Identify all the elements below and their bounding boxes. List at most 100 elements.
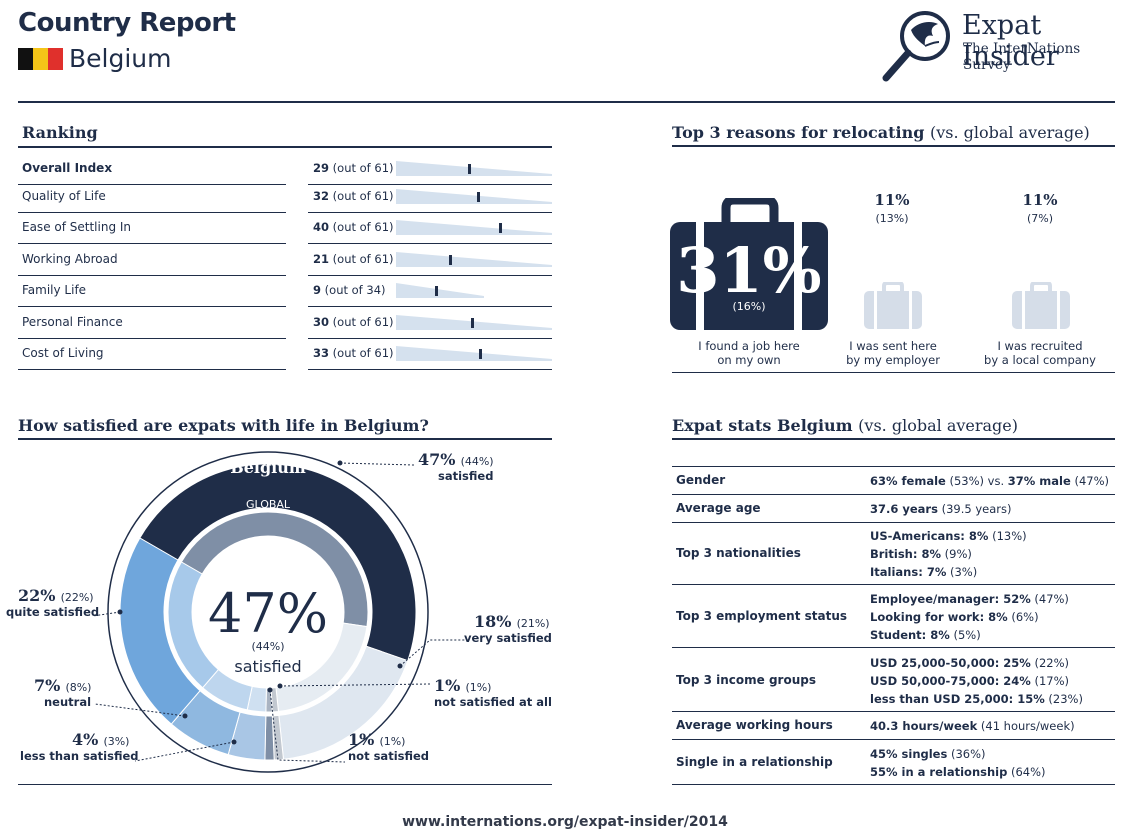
- stats-divider: [672, 438, 1115, 440]
- center-global: (44%): [251, 640, 284, 653]
- stats-value-text: Italians: 7%: [870, 565, 947, 579]
- not-satisfied-at-all-pct: 1%: [434, 676, 461, 695]
- reason-1-pct: 31%: [676, 234, 822, 307]
- label-less-than-satisfied: 4% (3%) less than satisfied: [20, 730, 139, 763]
- stats-value-text: (23%): [1044, 691, 1083, 706]
- stats-value-line: USD 50,000-75,000: 24% (17%): [870, 672, 1083, 690]
- ranking-marker: [468, 164, 471, 174]
- ranking-bar: [396, 252, 552, 267]
- very-satisfied-label: very satisfied: [464, 631, 552, 645]
- suitcase-small-icon: [1012, 282, 1070, 330]
- stats-row-divider: [672, 522, 1115, 523]
- expat-insider-logo: Expat Insider The InterNations Survey: [878, 8, 1118, 88]
- stats-row: Average age 37.6 years (39.5 years): [672, 495, 1115, 523]
- ranking-wedge: [396, 220, 552, 235]
- leader-dot: [397, 663, 403, 669]
- stats-value-text: 37.6 years: [870, 502, 938, 516]
- ranking-label: Personal Finance: [22, 315, 123, 329]
- ranking-row: Ease of Settling In 40 (out of 61): [18, 213, 552, 244]
- label-satisfied: 47% (44%) satisfied: [418, 450, 494, 483]
- ranking-marker: [471, 318, 474, 328]
- donut-center: [193, 537, 343, 687]
- stats-value-text: (64%): [1007, 764, 1046, 779]
- ranking-marker: [499, 223, 502, 233]
- very-satisfied-pct: 18%: [474, 612, 512, 631]
- ranking-wedge: [396, 346, 552, 361]
- stats-value-text: British: 8%: [870, 547, 941, 561]
- stats-value-text: (13%): [988, 529, 1027, 543]
- stats-row-divider: [672, 711, 1115, 712]
- ranking-out-of: (out of 61): [332, 315, 394, 329]
- ranking-row: Overall Index 29 (out of 61): [18, 154, 552, 185]
- stats-top-line: [672, 466, 1115, 467]
- stats-values: US-Americans: 8% (13%) British: 8% (9%) It…: [870, 527, 1027, 581]
- stats-title-suffix: (vs. global average): [858, 416, 1018, 435]
- belgium-flag-icon: [18, 47, 63, 70]
- leader-line: [92, 611, 121, 617]
- ranking-score: 40 (out of 61): [313, 220, 394, 234]
- ranking-row-divider: [308, 243, 552, 244]
- country-name: Belgium: [69, 44, 172, 73]
- reason-2-caption-line2: by my employer: [846, 353, 940, 367]
- leader-dot: [277, 683, 283, 689]
- reason-3-caption-line2: by a local company: [984, 353, 1096, 367]
- stats-value-text: (47%): [1030, 592, 1069, 606]
- satisfied-label: satisfied: [438, 469, 494, 483]
- reason-3-pct: 11%: [1022, 191, 1058, 209]
- stats-row-divider: [672, 647, 1115, 648]
- logo-title: Expat Insider: [962, 10, 1059, 72]
- donut-segment-satisfied: [139, 463, 417, 662]
- ranking-title: Ranking: [22, 123, 98, 142]
- page-title: Country Report: [18, 8, 236, 38]
- ranking-rank: 33: [313, 346, 330, 360]
- leader-dot: [337, 460, 343, 466]
- stats-label: Gender: [676, 473, 726, 487]
- stats-value-line: USD 25,000-50,000: 25% (22%): [870, 654, 1083, 672]
- stats-value-line: Student: 8% (5%): [870, 626, 1069, 644]
- stats-value-text: less than USD 25,000: 15%: [870, 691, 1045, 706]
- reason-3-caption-line1: I was recruited: [997, 339, 1083, 353]
- ranking-bar: [396, 283, 484, 298]
- ranking-marker: [449, 255, 452, 265]
- stats-value-text: (36%): [947, 746, 986, 761]
- stats-value-text: 55% in a relationship: [870, 764, 1008, 779]
- ranking-label: Cost of Living: [22, 346, 104, 360]
- ranking-rank: 32: [313, 189, 330, 203]
- stats-value-text: (9%): [940, 547, 972, 561]
- stats-value-text: (17%): [1030, 673, 1070, 688]
- ranking-bar: [396, 189, 552, 204]
- stats-value-line: US-Americans: 8% (13%): [870, 527, 1027, 545]
- stats-value-line: 45% singles (36%): [870, 745, 1046, 763]
- stats-values: 40.3 hours/week (41 hours/week): [870, 717, 1075, 735]
- stats-value-text: 37% male: [1007, 474, 1071, 488]
- ranking-rank: 21: [313, 252, 330, 266]
- reasons-title-suffix: (vs. global average): [929, 123, 1090, 142]
- stats-label: Average age: [676, 501, 761, 515]
- stats-label: Top 3 nationalities: [676, 546, 801, 560]
- reason-1-caption: I found a job here on my own: [674, 339, 824, 367]
- leader-line: [399, 639, 468, 667]
- ranking-label: Ease of Settling In: [22, 220, 132, 234]
- stats-value-text: 40.3 hours/week: [870, 719, 978, 733]
- stats-row: Gender 63% female (53%) vs. 37% male (47%…: [672, 467, 1115, 495]
- country-heading: Belgium: [18, 44, 172, 73]
- ranking-row: Family Life 9 (out of 34): [18, 276, 552, 307]
- label-neutral: 7% (8%) neutral: [34, 676, 91, 709]
- stats-value-text: (6%): [1007, 610, 1039, 624]
- ranking-score: 9 (out of 34): [313, 283, 386, 297]
- ranking-bar: [396, 315, 552, 330]
- stats-label: Top 3 employment status: [676, 609, 848, 623]
- ranking-rank: 29: [313, 161, 330, 175]
- stats-value-line: 63% female (53%) vs. 37% male (47%): [870, 472, 1109, 490]
- ranking-row-divider: [18, 306, 286, 307]
- ranking-divider: [18, 146, 552, 148]
- ring-global-label: GLOBAL: [246, 498, 291, 511]
- stats-row: Single in a relationship 45% singles (36%…: [672, 740, 1115, 785]
- reason-2-pct: 11%: [874, 191, 910, 209]
- label-not-satisfied: 1% (1%) not satisfied: [348, 730, 429, 763]
- reason-2-caption: I was sent here by my employer: [818, 339, 968, 367]
- center-pct: 47%: [208, 582, 328, 645]
- stats-row: Average working hours 40.3 hours/week (41…: [672, 712, 1115, 740]
- stats-row: Top 3 income groups USD 25,000-50,000: 25…: [672, 649, 1115, 712]
